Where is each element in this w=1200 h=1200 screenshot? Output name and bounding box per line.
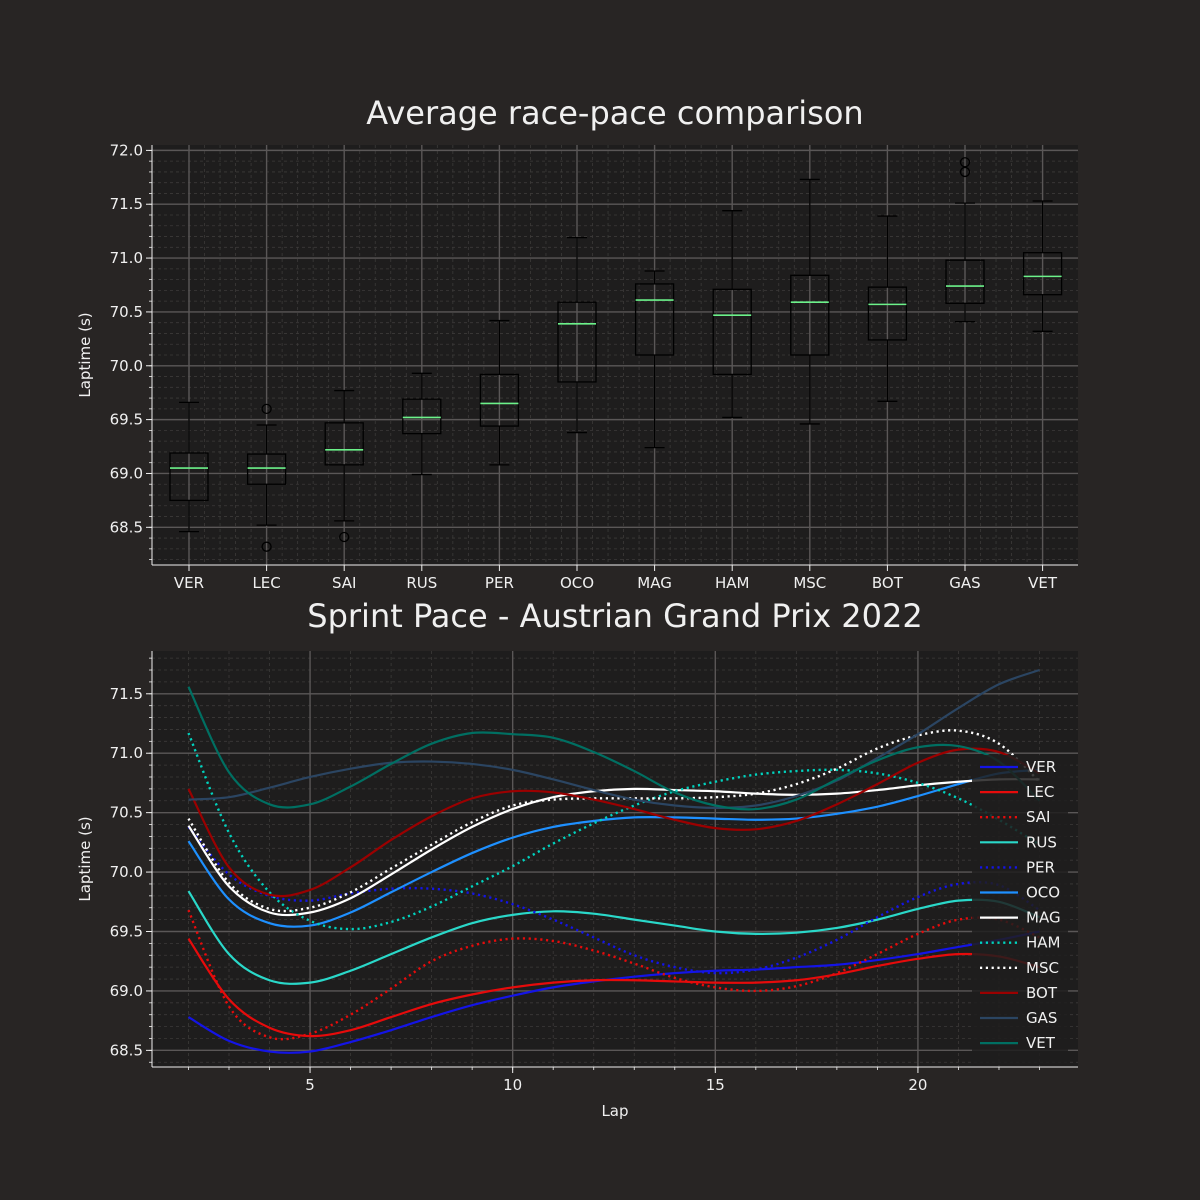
line-x-tick-label: 5 (305, 1076, 315, 1094)
box-lec (246, 403, 287, 552)
box-gas (945, 157, 985, 323)
box-sai (324, 389, 364, 543)
line-series (187, 668, 1041, 1054)
box-body (790, 274, 830, 356)
boxplot-y-tick-label: 70.5 (110, 303, 143, 321)
legend-label-mag: MAG (1026, 909, 1061, 927)
legend-label-bot: BOT (1026, 984, 1058, 1002)
series-line-oco (187, 768, 1040, 928)
series-line-ham (187, 732, 1041, 931)
boxplot-chart: Average race-pace comparison 68.5 69.0 69.… (76, 94, 1078, 592)
legend-label-per: PER (1026, 858, 1055, 876)
legend-label-rus: RUS (1026, 833, 1057, 851)
line-legend: VER LEC SAI RUS PER OCO MAG HAM MSC BOT GAS VET (972, 755, 1068, 1065)
box-body (712, 288, 752, 376)
line-y-tick-label: 70.5 (110, 804, 143, 822)
box-vet (1022, 200, 1063, 332)
boxplot-x-tick-label: VER (174, 574, 204, 592)
boxplot-x-tick-label: GAS (949, 574, 980, 592)
box-flier (261, 403, 272, 414)
line-plot-area (152, 651, 1078, 1067)
box-body (634, 283, 675, 356)
boxplot-title: Average race-pace comparison (366, 94, 863, 132)
box-ham (712, 210, 752, 419)
box-bot (867, 215, 908, 402)
box-body (867, 286, 908, 341)
box-oco (557, 236, 597, 434)
legend-label-ham: HAM (1026, 934, 1060, 952)
boxplot-y-tick-label: 69.0 (110, 464, 143, 482)
line-title: Sprint Pace - Austrian Grand Prix 2022 (307, 597, 922, 635)
box-body (402, 398, 442, 435)
boxplot-y-tick-label: 68.5 (110, 518, 143, 536)
legend-label-oco: OCO (1026, 884, 1060, 902)
legend-background (972, 755, 1068, 1065)
boxplot-y-tick-label: 72.0 (110, 141, 143, 159)
box-body (945, 259, 985, 304)
boxplot-marks (169, 157, 1063, 552)
box-mag (634, 270, 675, 449)
boxplot-x-tick-label: BOT (872, 574, 904, 592)
box-msc (790, 178, 830, 425)
series-line-rus (187, 890, 1040, 985)
boxplot-axes: 68.5 69.0 69.5 70.0 70.5 71.0 71.5 72.0 VER LEC SA… (110, 141, 1078, 592)
legend-label-vet: VET (1026, 1034, 1056, 1052)
boxplot-x-tick-label: MAG (637, 574, 672, 592)
line-chart: Sprint Pace - Austrian Grand Prix 2022 6… (76, 597, 1078, 1120)
series-line-gas (188, 668, 1040, 809)
line-y-tick-label: 71.5 (110, 685, 143, 703)
line-x-tick-label: 15 (706, 1076, 725, 1094)
legend-label-sai: SAI (1026, 808, 1051, 826)
box-body (557, 301, 597, 383)
boxplot-y-tick-label: 71.5 (110, 195, 143, 213)
boxplot-y-tick-label: 70.0 (110, 357, 143, 375)
line-x-axis-label: Lap (601, 1102, 628, 1120)
boxplot-x-tick-label: VET (1028, 574, 1058, 592)
line-y-tick-label: 71.0 (110, 744, 143, 762)
series-line-ver (187, 930, 1040, 1054)
line-x-tick-label: 20 (908, 1076, 927, 1094)
legend-label-msc: MSC (1026, 959, 1059, 977)
box-rus (402, 372, 442, 476)
boxplot-y-tick-label: 71.0 (110, 249, 143, 267)
line-y-tick-label: 68.5 (110, 1041, 143, 1059)
line-x-tick-label: 10 (503, 1076, 522, 1094)
legend-label-ver: VER (1026, 758, 1056, 776)
box-body (169, 452, 209, 502)
line-y-tick-label: 69.5 (110, 923, 143, 941)
box-body (479, 373, 520, 427)
box-body (324, 422, 364, 466)
boxplot-major-grid (152, 145, 1078, 565)
box-flier (959, 166, 971, 178)
series-line-vet (187, 686, 1041, 811)
box-body (1022, 252, 1063, 296)
boxplot-x-tick-label: RUS (406, 574, 437, 592)
line-axes: 68.5 69.0 69.5 70.0 70.5 71.0 71.5 5 10 15 20 (110, 651, 1078, 1094)
line-y-tick-label: 69.0 (110, 982, 143, 1000)
boxplot-x-tick-label: HAM (715, 574, 749, 592)
line-y-tick-label: 70.0 (110, 863, 143, 881)
legend-label-lec: LEC (1026, 783, 1054, 801)
boxplot-x-tick-label: PER (485, 574, 514, 592)
legend-label-gas: GAS (1026, 1009, 1057, 1027)
boxplot-x-tick-label: SAI (332, 574, 357, 592)
box-flier (339, 531, 350, 543)
boxplot-x-tick-label: MSC (793, 574, 826, 592)
series-line-bot (187, 747, 1041, 898)
boxplot-x-tick-label: LEC (252, 574, 280, 592)
series-line-lec (187, 938, 1040, 1038)
boxplot-y-axis-label: Laptime (s) (76, 312, 94, 397)
boxplot-x-tick-label: OCO (560, 574, 594, 592)
line-y-axis-label: Laptime (s) (76, 816, 94, 901)
box-ver (169, 401, 209, 533)
series-line-mag (187, 778, 1040, 917)
box-body (246, 453, 287, 485)
box-flier (261, 541, 272, 552)
box-per (479, 319, 520, 466)
boxplot-y-tick-label: 69.5 (110, 411, 143, 429)
box-flier (959, 157, 971, 168)
series-line-per (187, 826, 1041, 975)
